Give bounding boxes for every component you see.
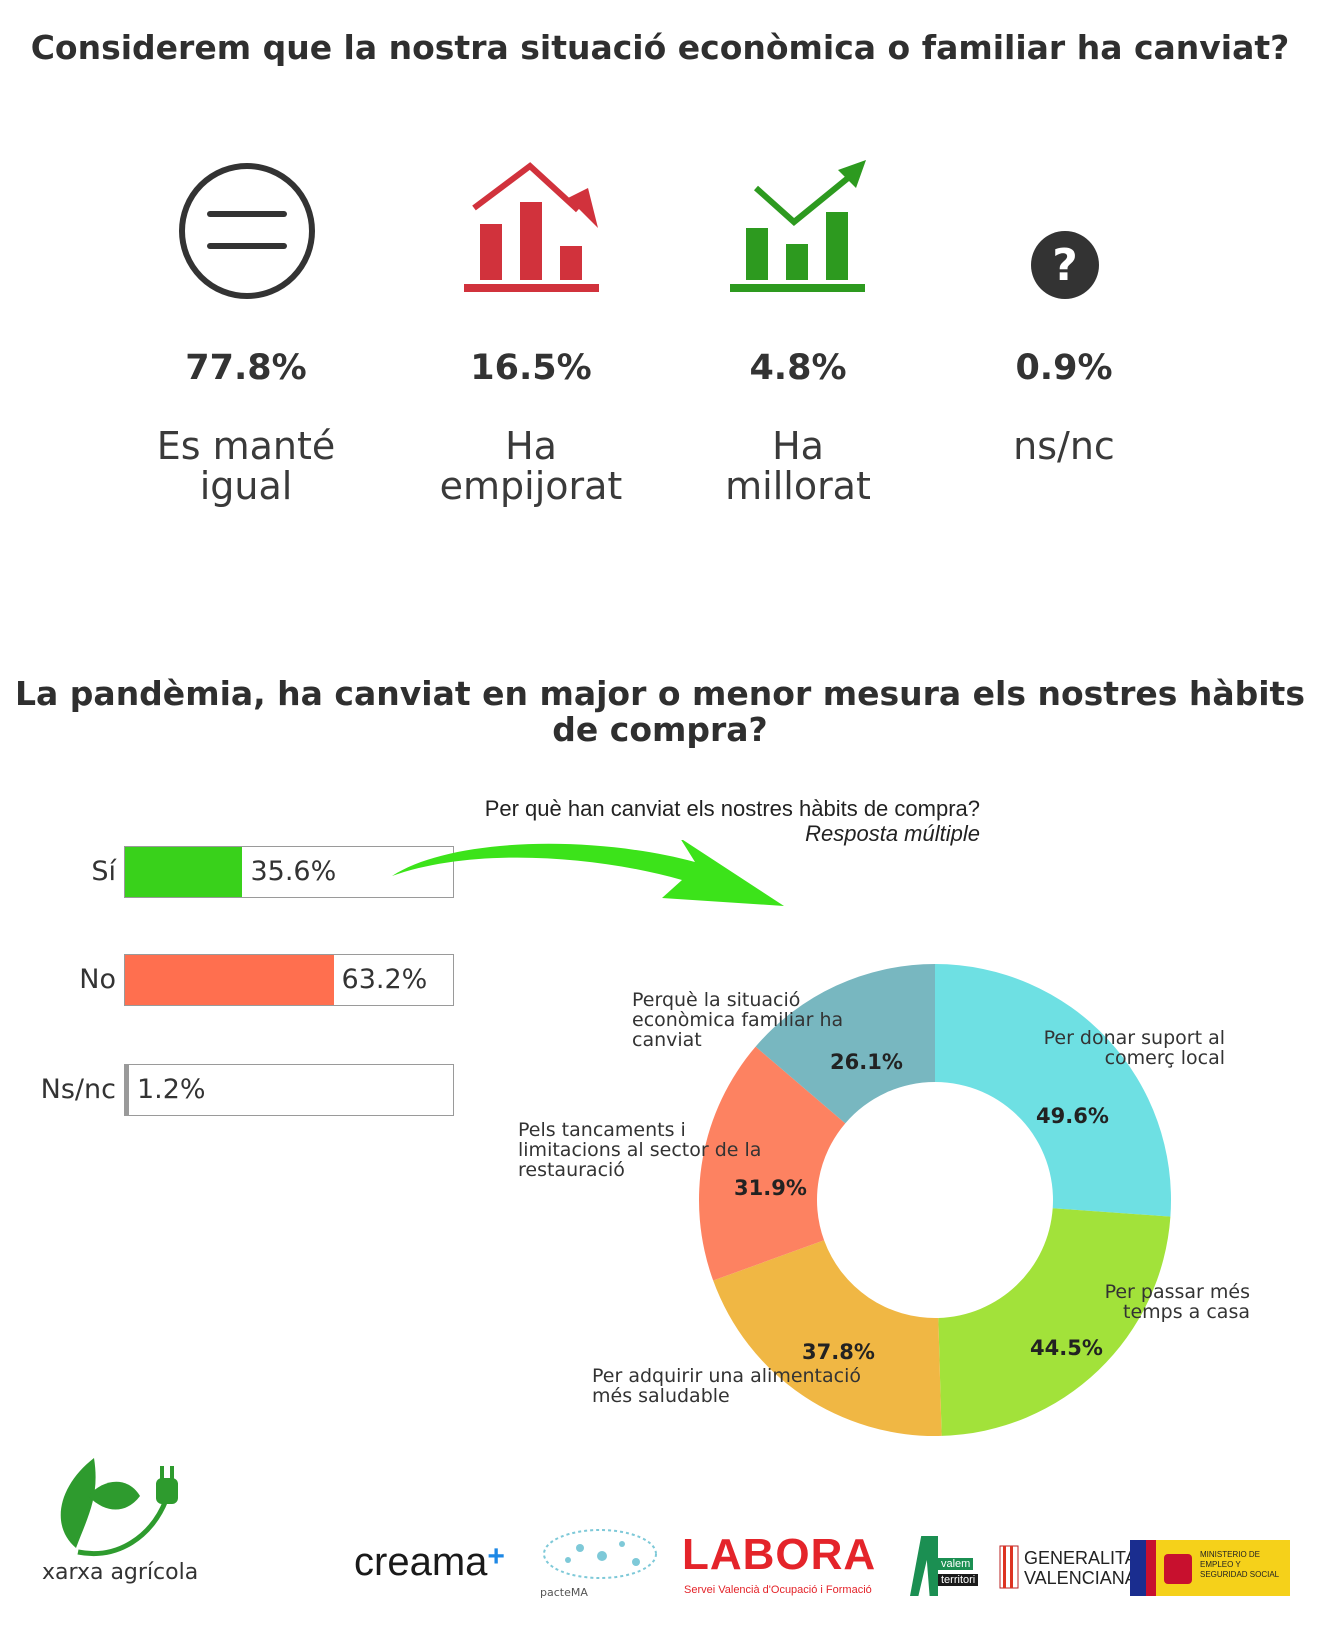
bar-value-ns-nc: 1.2% [136,1074,206,1105]
donut-slice-4 [755,964,935,1124]
donut-label-temps-casa: Per passar més temps a casa [1104,1281,1250,1323]
bar-value-si: 35.6% [250,856,337,887]
donut-label-alimentacio: Per adquirir una alimentació més saludab… [592,1365,861,1407]
xarxa-agricola-logo [60,1458,178,1556]
bar-ns-nc: 1.2% [124,1064,454,1116]
bar-label-si: Sí [91,856,116,887]
stat-label: ns/nc [1013,424,1115,468]
stat-percent: 0.9% [1015,348,1113,388]
donut-value-restauracio: 31.9% [734,1176,807,1200]
declining-bar-chart-icon [464,162,599,292]
donut-value-alimentacio: 37.8% [802,1340,875,1364]
donut-subtitle: Resposta múltiple [805,821,980,846]
donut-slice-2 [713,1240,942,1436]
stat-label: Ha millorat [725,424,871,508]
creama-logo: creama+ [354,1540,505,1585]
creama-logo-text: creama [354,1540,488,1584]
labora-logo: LABORA [682,1530,877,1579]
bar-fill-si [125,847,243,897]
stat-label: Ha empijorat [439,424,623,508]
donut-label-situacio-economica: Perquè la situació econòmica familiar ha… [632,989,844,1051]
ministerio-logo: MINISTERIO DE EMPLEO Y SEGURIDAD SOCIAL [1130,1540,1290,1596]
section1-title: Considerem que la nostra situació econòm… [30,28,1290,67]
brand-text: xarxa agrícola [42,1560,199,1585]
pactema-logo-map [543,1529,657,1579]
bar-value-no: 63.2% [341,964,428,995]
donut-value-temps-casa: 44.5% [1030,1336,1103,1360]
equal-circle-icon [179,163,315,299]
creama-logo-plus: + [487,1540,505,1573]
curved-arrow-icon [392,840,784,906]
generalitat-line-1: GENERALITAT [1024,1548,1147,1568]
donut-slice-3 [699,1046,846,1281]
spain-flag-stripe [1146,1540,1156,1596]
spain-coat-of-arms-icon [1164,1554,1192,1584]
donut-heading: Per què han canviat els nostres hàbits d… [400,796,980,846]
bar-no: 63.2% [124,954,454,1006]
question-mark-icon: ? [1031,231,1099,299]
donut-value-comerc-local: 49.6% [1036,1104,1109,1128]
donut-slice-0 [935,964,1171,1217]
eu-flag-icon [1130,1540,1146,1596]
generalitat-logo: GENERALITAT VALENCIANA [1024,1548,1146,1588]
bar-fill-no [125,955,334,1005]
bar-fill-ns-nc [125,1065,129,1115]
valem-logo-text: valem [938,1558,974,1570]
ministerio-text: MINISTERIO DE EMPLEO Y SEGURIDAD SOCIAL [1200,1550,1280,1579]
stat-percent: 16.5% [470,348,592,388]
labora-logo-subtitle: Servei Valencià d'Ocupació i Formació [684,1584,872,1596]
donut-label-restauracio: Pels tancaments i limitacions al sector … [518,1119,762,1181]
generalitat-shield-icon [999,1545,1019,1589]
pactema-logo-text: pacteMA [540,1586,588,1599]
rising-bar-chart-icon [730,160,866,292]
generalitat-line-2: VALENCIANA [1024,1568,1137,1588]
stat-percent: 77.8% [185,348,307,388]
section2-title: La pandèmia, ha canviat en major o menor… [15,674,1305,749]
stat-label: Es manté igual [156,424,336,508]
bar-label-ns-nc: Ns/nc [40,1074,116,1105]
bar-label-no: No [79,964,116,995]
donut-slice-1 [938,1208,1171,1436]
territori-logo-text: territori [938,1574,979,1586]
donut-title: Per què han canviat els nostres hàbits d… [484,796,980,821]
stat-percent: 4.8% [749,348,847,388]
donut-value-situacio-economica: 26.1% [830,1050,903,1074]
svg-text:?: ? [1052,240,1078,291]
bar-chart: Sí 35.6% No 63.2% Ns/nc 1.2% [20,846,460,1126]
donut-label-comerc-local: Per donar suport al comerç local [1043,1027,1225,1069]
